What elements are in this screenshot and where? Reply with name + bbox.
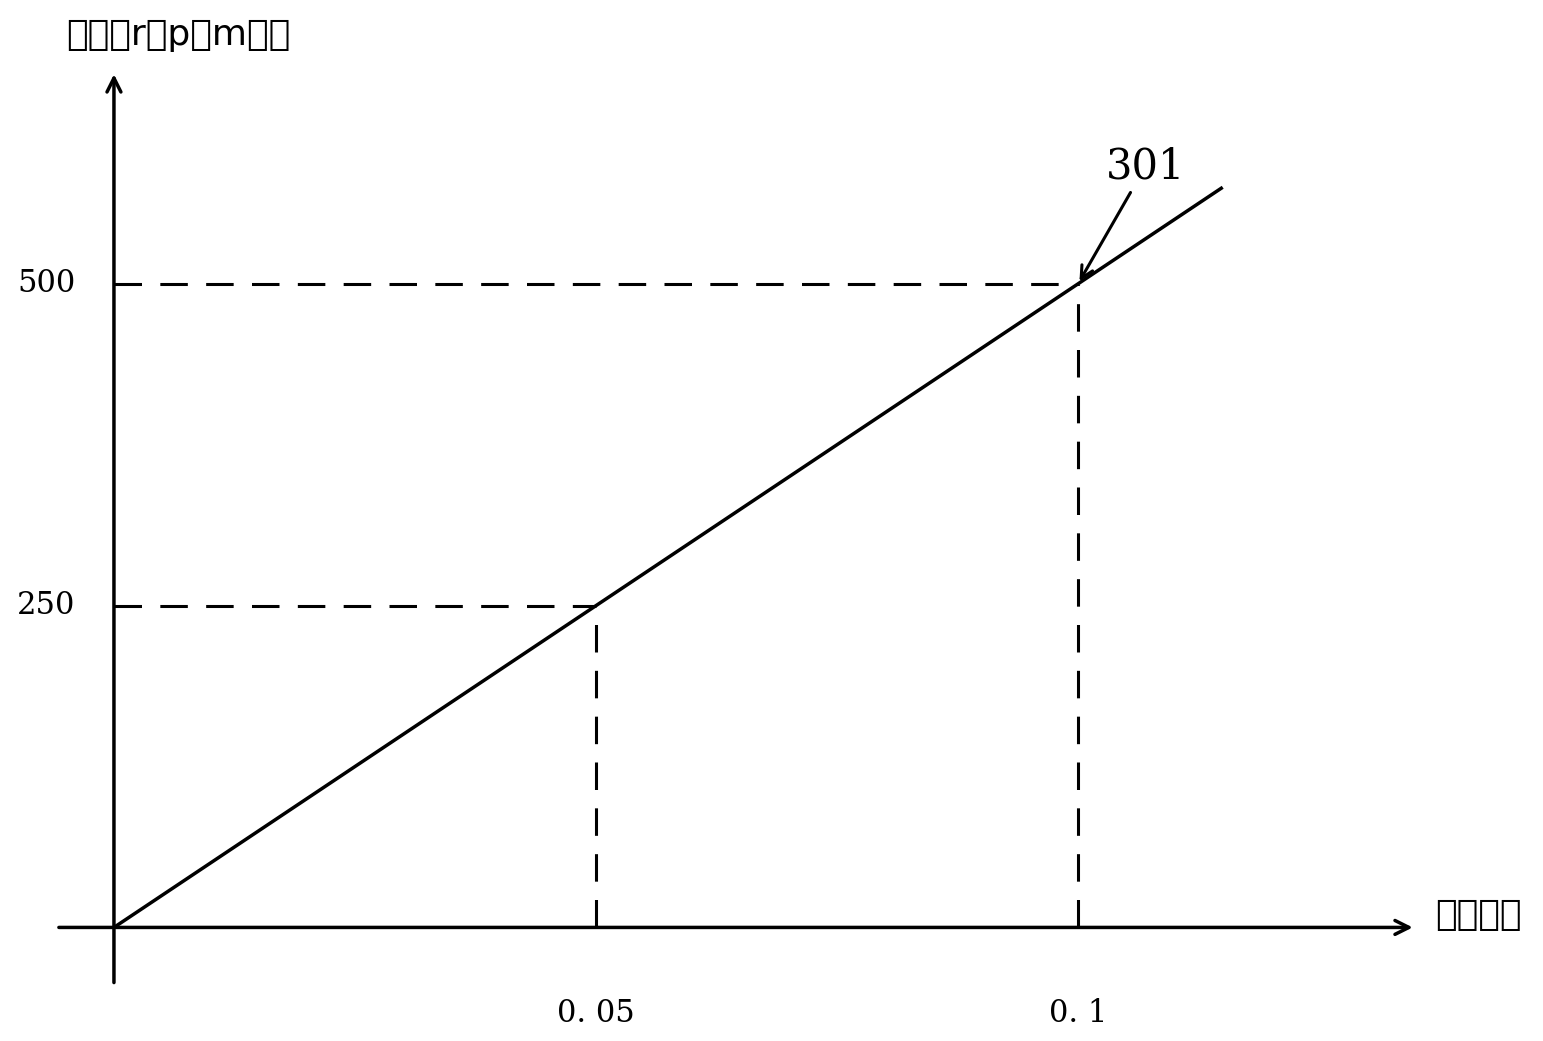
- Text: 0. 1: 0. 1: [1049, 998, 1108, 1030]
- Text: 可调电压: 可调电压: [1435, 897, 1521, 932]
- Text: 转速（r．p．m．）: 转速（r．p．m．）: [66, 18, 290, 52]
- Text: 250: 250: [17, 590, 76, 621]
- Text: 301: 301: [1082, 146, 1185, 278]
- Text: 0. 05: 0. 05: [557, 998, 634, 1030]
- Text: 500: 500: [17, 269, 76, 300]
